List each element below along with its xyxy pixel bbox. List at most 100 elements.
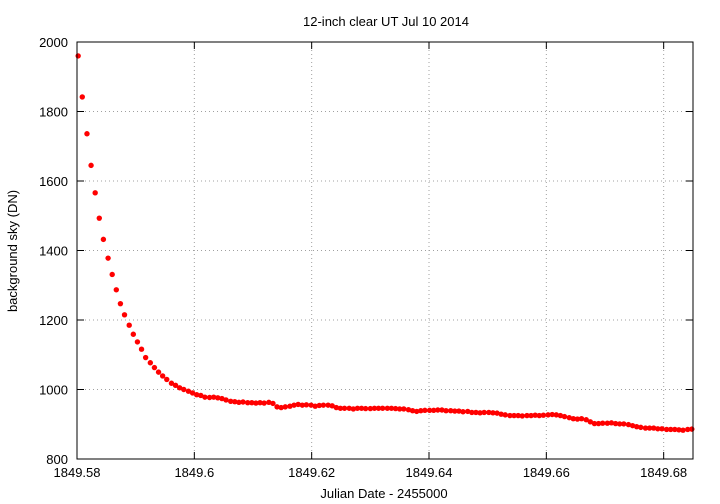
data-point <box>151 364 158 371</box>
data-point <box>210 394 217 400</box>
data-point <box>172 382 179 389</box>
data-point <box>371 405 378 411</box>
data-point <box>138 346 145 352</box>
data-point <box>524 412 530 419</box>
data-point <box>561 413 568 420</box>
y-tick-label: 1400 <box>39 244 68 259</box>
y-tick-label: 1600 <box>39 174 68 189</box>
data-point <box>291 402 297 408</box>
data-point <box>574 416 581 422</box>
data-point <box>405 406 412 413</box>
data-points <box>75 53 695 433</box>
x-tick-label: 1849.68 <box>640 465 687 480</box>
data-point <box>536 412 542 419</box>
data-point <box>134 339 141 345</box>
data-point <box>316 402 322 409</box>
data-point <box>668 426 674 433</box>
data-point <box>325 402 331 408</box>
data-point <box>384 405 391 411</box>
data-point <box>358 405 365 411</box>
data-point <box>329 403 335 409</box>
data-point <box>477 410 483 416</box>
data-point <box>532 412 538 418</box>
data-point <box>350 406 357 412</box>
data-point <box>430 407 437 414</box>
data-point <box>266 399 272 406</box>
data-point <box>435 407 441 413</box>
data-point <box>168 380 175 386</box>
y-tick-label: 800 <box>46 452 68 467</box>
data-point <box>354 405 361 411</box>
data-point <box>88 162 94 169</box>
data-point <box>240 399 246 405</box>
data-point <box>303 402 310 408</box>
data-point <box>117 300 124 307</box>
data-point <box>147 360 154 366</box>
data-point <box>448 407 454 414</box>
x-tick-label: 1849.6 <box>174 465 214 480</box>
data-point <box>142 354 149 361</box>
data-point <box>456 408 462 414</box>
data-point <box>638 424 644 431</box>
y-tick-labels: 800 1000 1200 1400 1600 1800 2000 <box>39 35 68 467</box>
data-point <box>578 415 585 422</box>
data-point <box>155 369 162 375</box>
data-point <box>566 414 572 421</box>
data-point <box>176 385 183 391</box>
data-point <box>100 236 107 243</box>
data-point <box>113 287 120 293</box>
y-tick-label: 2000 <box>39 35 68 50</box>
data-point <box>181 386 187 393</box>
data-point <box>249 400 255 406</box>
data-point <box>409 407 416 414</box>
y-tick-label: 1200 <box>39 313 68 328</box>
data-point <box>439 407 445 413</box>
data-point <box>650 425 657 431</box>
data-point <box>676 427 682 433</box>
data-point <box>629 422 636 429</box>
data-point <box>367 405 374 412</box>
data-point <box>287 403 293 409</box>
data-point <box>79 94 85 100</box>
data-point <box>202 394 208 400</box>
grid-lines <box>77 42 693 459</box>
data-point <box>494 410 500 416</box>
data-point <box>159 373 166 379</box>
data-point <box>418 407 424 414</box>
data-point <box>583 417 589 423</box>
data-point <box>604 420 611 426</box>
x-tick-label: 1849.64 <box>406 465 453 480</box>
plot-frame <box>76 41 694 460</box>
data-point <box>109 271 115 278</box>
data-point <box>261 400 267 406</box>
data-point <box>469 409 475 416</box>
data-point <box>659 426 665 432</box>
data-point <box>515 412 521 419</box>
data-point <box>75 53 81 59</box>
data-point <box>633 423 640 430</box>
data-point <box>401 406 407 412</box>
data-point <box>587 419 594 425</box>
data-point <box>655 426 661 432</box>
data-point <box>426 407 433 414</box>
data-point <box>528 412 534 419</box>
data-point <box>295 401 301 408</box>
data-point <box>599 420 606 426</box>
data-point <box>96 215 102 221</box>
data-point <box>308 402 314 408</box>
data-point <box>278 404 284 411</box>
data-point <box>245 400 251 406</box>
data-point <box>193 392 200 398</box>
data-point <box>379 405 386 411</box>
data-point <box>443 407 449 414</box>
data-point <box>465 408 471 415</box>
data-point <box>663 426 670 433</box>
data-point <box>519 413 525 419</box>
chart-title: 12-inch clear UT Jul 10 2014 <box>303 14 469 29</box>
data-point <box>232 398 238 405</box>
x-axis-label: Julian Date - 2455000 <box>320 486 447 501</box>
data-point <box>642 425 649 431</box>
data-point <box>502 412 508 418</box>
data-point <box>333 404 340 411</box>
